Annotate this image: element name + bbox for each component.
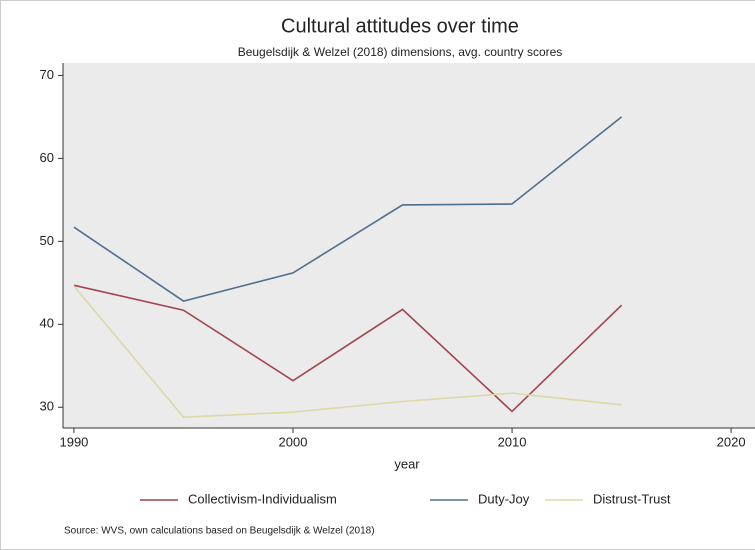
- series-line: [73, 116, 623, 302]
- plot-area: [63, 63, 755, 428]
- legend-label: Collectivism-Individualism: [188, 491, 337, 506]
- x-tick-label: 2020: [717, 434, 746, 449]
- legend-label: Duty-Joy: [478, 491, 530, 506]
- x-axis-label: year: [394, 456, 420, 471]
- y-tick-label: 50: [40, 233, 54, 248]
- series-line: [73, 284, 623, 413]
- x-tick-label: 2000: [279, 434, 308, 449]
- y-tick-label: 40: [40, 316, 54, 331]
- x-tick-label: 1990: [59, 434, 88, 449]
- chart-subtitle: Beugelsdijk & Welzel (2018) dimensions, …: [238, 45, 563, 59]
- y-tick-label: 30: [40, 399, 54, 414]
- source-note: Source: WVS, own calculations based on B…: [64, 526, 375, 537]
- y-tick-label: 70: [40, 67, 54, 82]
- y-tick-label: 60: [40, 150, 54, 165]
- legend-label: Distrust-Trust: [593, 491, 671, 506]
- series-line: [73, 285, 622, 419]
- x-tick-label: 2010: [498, 434, 527, 449]
- chart-title: Cultural attitudes over time: [281, 15, 519, 37]
